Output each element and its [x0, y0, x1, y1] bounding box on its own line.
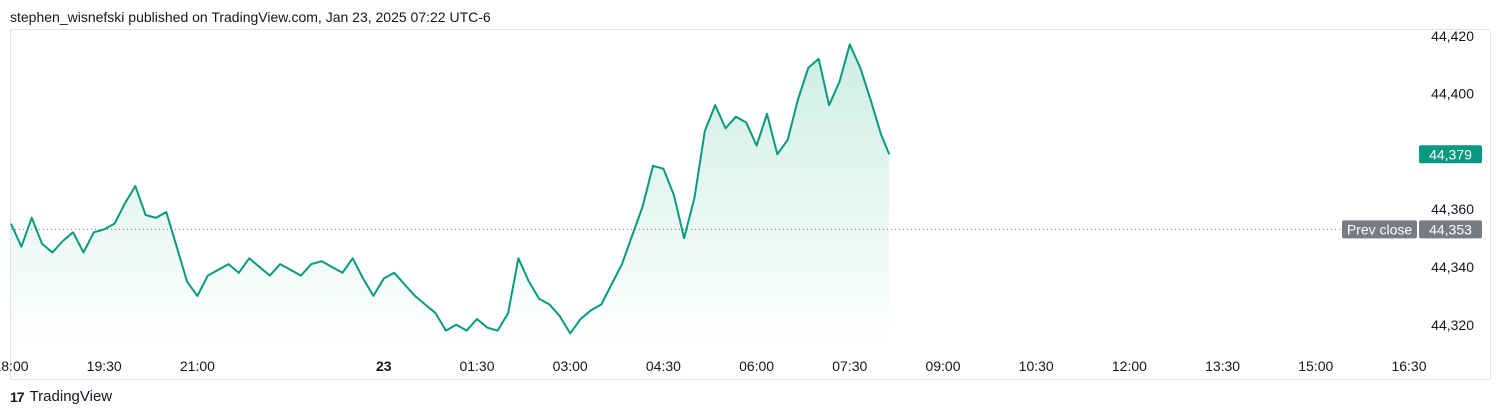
y-tick-label: 44,320	[1431, 317, 1474, 333]
chart-frame	[10, 29, 1491, 380]
x-tick-label: 07:30	[832, 358, 867, 374]
y-tick-label: 44,360	[1431, 201, 1474, 217]
x-tick-label: 16:30	[1391, 358, 1426, 374]
brand-name: TradingView	[29, 388, 113, 405]
x-tick-label: 01:30	[459, 358, 494, 374]
x-tick-label: 09:00	[925, 358, 960, 374]
x-tick-label: 12:00	[1112, 358, 1147, 374]
last-price-tag: 44,379	[1419, 145, 1482, 164]
price-area-fill	[11, 44, 890, 346]
y-tick-label: 44,400	[1431, 86, 1474, 102]
x-tick-label: 04:30	[646, 358, 681, 374]
x-tick-label: 18:00	[0, 358, 29, 374]
price-line	[10, 43, 891, 335]
x-tick-label: 13:30	[1205, 358, 1240, 374]
x-tick-label: 19:30	[87, 358, 122, 374]
x-tick-label: 23	[376, 358, 392, 374]
prev-close-label-tag: Prev close	[1342, 220, 1417, 239]
tradingview-logo-icon: 17	[10, 388, 25, 405]
x-tick-label: 15:00	[1298, 358, 1333, 374]
y-tick-label: 44,420	[1431, 28, 1474, 44]
prev-close-value-tag: 44,353	[1419, 220, 1482, 239]
x-tick-label: 21:00	[180, 358, 215, 374]
tradingview-brand[interactable]: 17 TradingView	[10, 388, 112, 405]
publish-info: stephen_wisnefski published on TradingVi…	[10, 9, 491, 25]
x-tick-label: 10:30	[1019, 358, 1054, 374]
svg-text:44,353: 44,353	[1429, 221, 1472, 237]
y-tick-label: 44,340	[1431, 259, 1474, 275]
x-tick-label: 03:00	[553, 358, 588, 374]
svg-text:44,379: 44,379	[1429, 146, 1472, 162]
x-tick-label: 06:00	[739, 358, 774, 374]
svg-text:Prev close: Prev close	[1347, 221, 1413, 237]
